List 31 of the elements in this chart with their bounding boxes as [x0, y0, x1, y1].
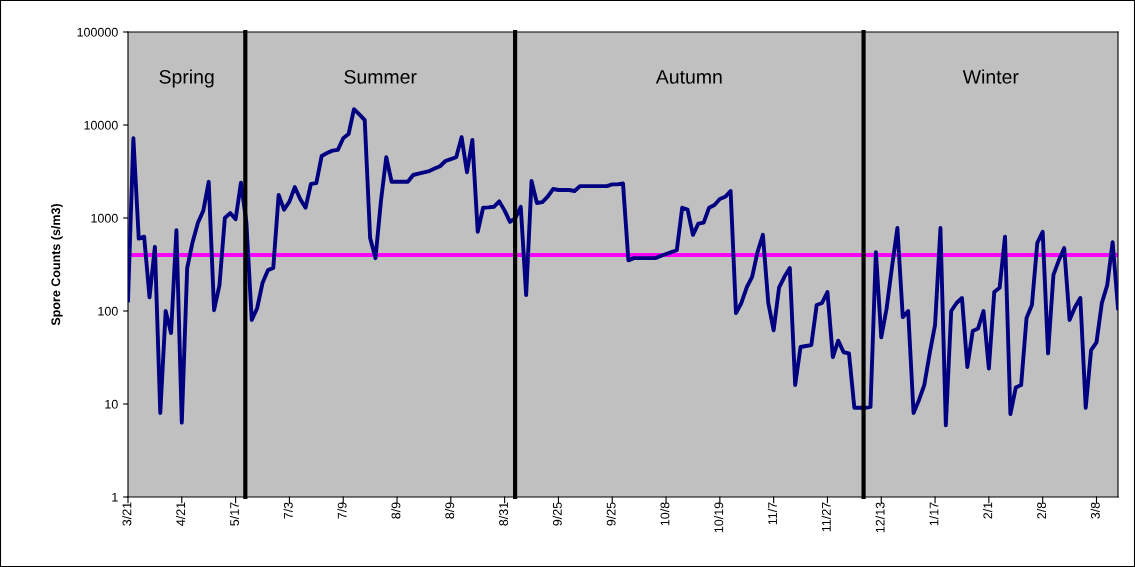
x-tick-label: 3/21: [122, 502, 132, 526]
line-series: [128, 107, 1118, 428]
y-tick-label: 100: [98, 306, 118, 316]
x-tick-label: 8/9: [445, 502, 455, 519]
y-tick-label: 100000: [77, 27, 118, 37]
x-tick-label: 10/8: [660, 502, 670, 526]
y-tick-label: 1000: [91, 213, 118, 223]
x-tick-label: 9/25: [552, 502, 562, 526]
y-axis-title: Spore Counts (s/m3): [51, 204, 63, 326]
x-tick-label: 1/17: [929, 502, 939, 526]
x-tick-label: 12/13: [875, 502, 885, 533]
annotation: Spring: [159, 69, 214, 88]
x-tick-label: 8/9: [391, 502, 401, 519]
x-tick-label: 11/27: [821, 502, 831, 532]
annotation: Autumn: [655, 70, 722, 84]
y-tick-label: 10: [105, 399, 118, 409]
x-tick-label: 8/31: [498, 502, 508, 526]
x-tick-label: 2/1: [983, 502, 993, 519]
annotation: Summer: [344, 69, 417, 84]
x-tick-label: 2/8: [1036, 502, 1047, 519]
x-tick-label: 7/9: [337, 502, 347, 519]
y-tick-label: 10000: [84, 120, 118, 130]
x-tick-label: 7/3: [283, 502, 293, 519]
annotation: Winter: [962, 69, 1019, 84]
x-tick-label: 11/7: [767, 502, 778, 525]
x-tick-label: 9/25: [606, 502, 616, 526]
x-tick-label: 3/8: [1090, 502, 1100, 519]
x-tick-label: 5/17: [229, 502, 239, 526]
x-tick-label: 4/21: [175, 502, 186, 526]
x-tick-label: 10/19: [714, 502, 724, 533]
y-tick-label: 1: [112, 492, 118, 502]
